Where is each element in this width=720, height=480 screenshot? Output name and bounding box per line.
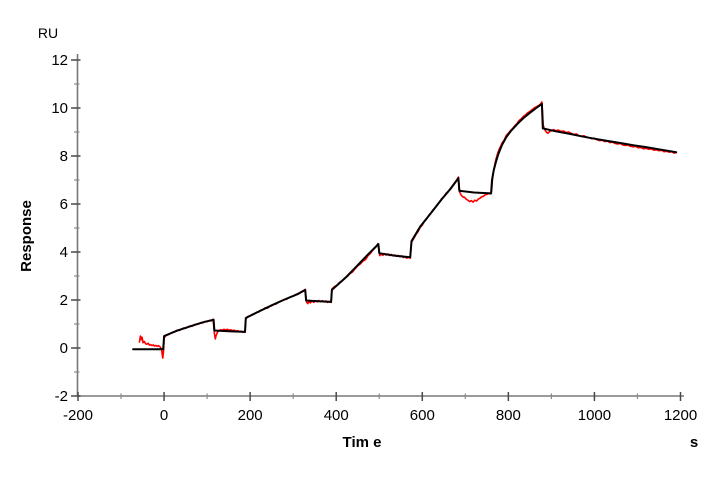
y-tick-label: 10: [51, 100, 68, 117]
y-axis-unit-label: RU: [38, 25, 58, 41]
x-tick-label: -200: [63, 407, 93, 424]
x-tick-label: 600: [410, 407, 435, 424]
x-tick-label: 0: [160, 407, 168, 424]
axes-layer: -200 0 200 400 600 800 1000 1200 -2 0 2 4 6 8 10 12: [51, 52, 697, 424]
x-tick-label: 400: [324, 407, 349, 424]
x-axis-unit-label: s: [690, 434, 698, 451]
y-tick-label: -2: [55, 388, 68, 405]
y-tick-label: 8: [60, 148, 68, 165]
x-tick-label: 200: [238, 407, 263, 424]
x-tick-label: 1000: [578, 407, 611, 424]
x-tick-label: 1200: [664, 407, 697, 424]
x-axis-title: Tim e: [343, 434, 382, 451]
y-tick-label: 2: [60, 292, 68, 309]
y-tick-label: 4: [60, 244, 68, 261]
y-tick-label: 6: [60, 196, 68, 213]
y-tick-label: 0: [60, 340, 68, 357]
y-axis-title: Response: [18, 200, 35, 272]
measured-response-curve: [138, 101, 678, 359]
x-tick-label: 800: [496, 407, 521, 424]
fitted-curve-curve: [132, 102, 678, 351]
y-tick-label: 12: [51, 52, 68, 69]
curve-layer: [132, 101, 678, 359]
